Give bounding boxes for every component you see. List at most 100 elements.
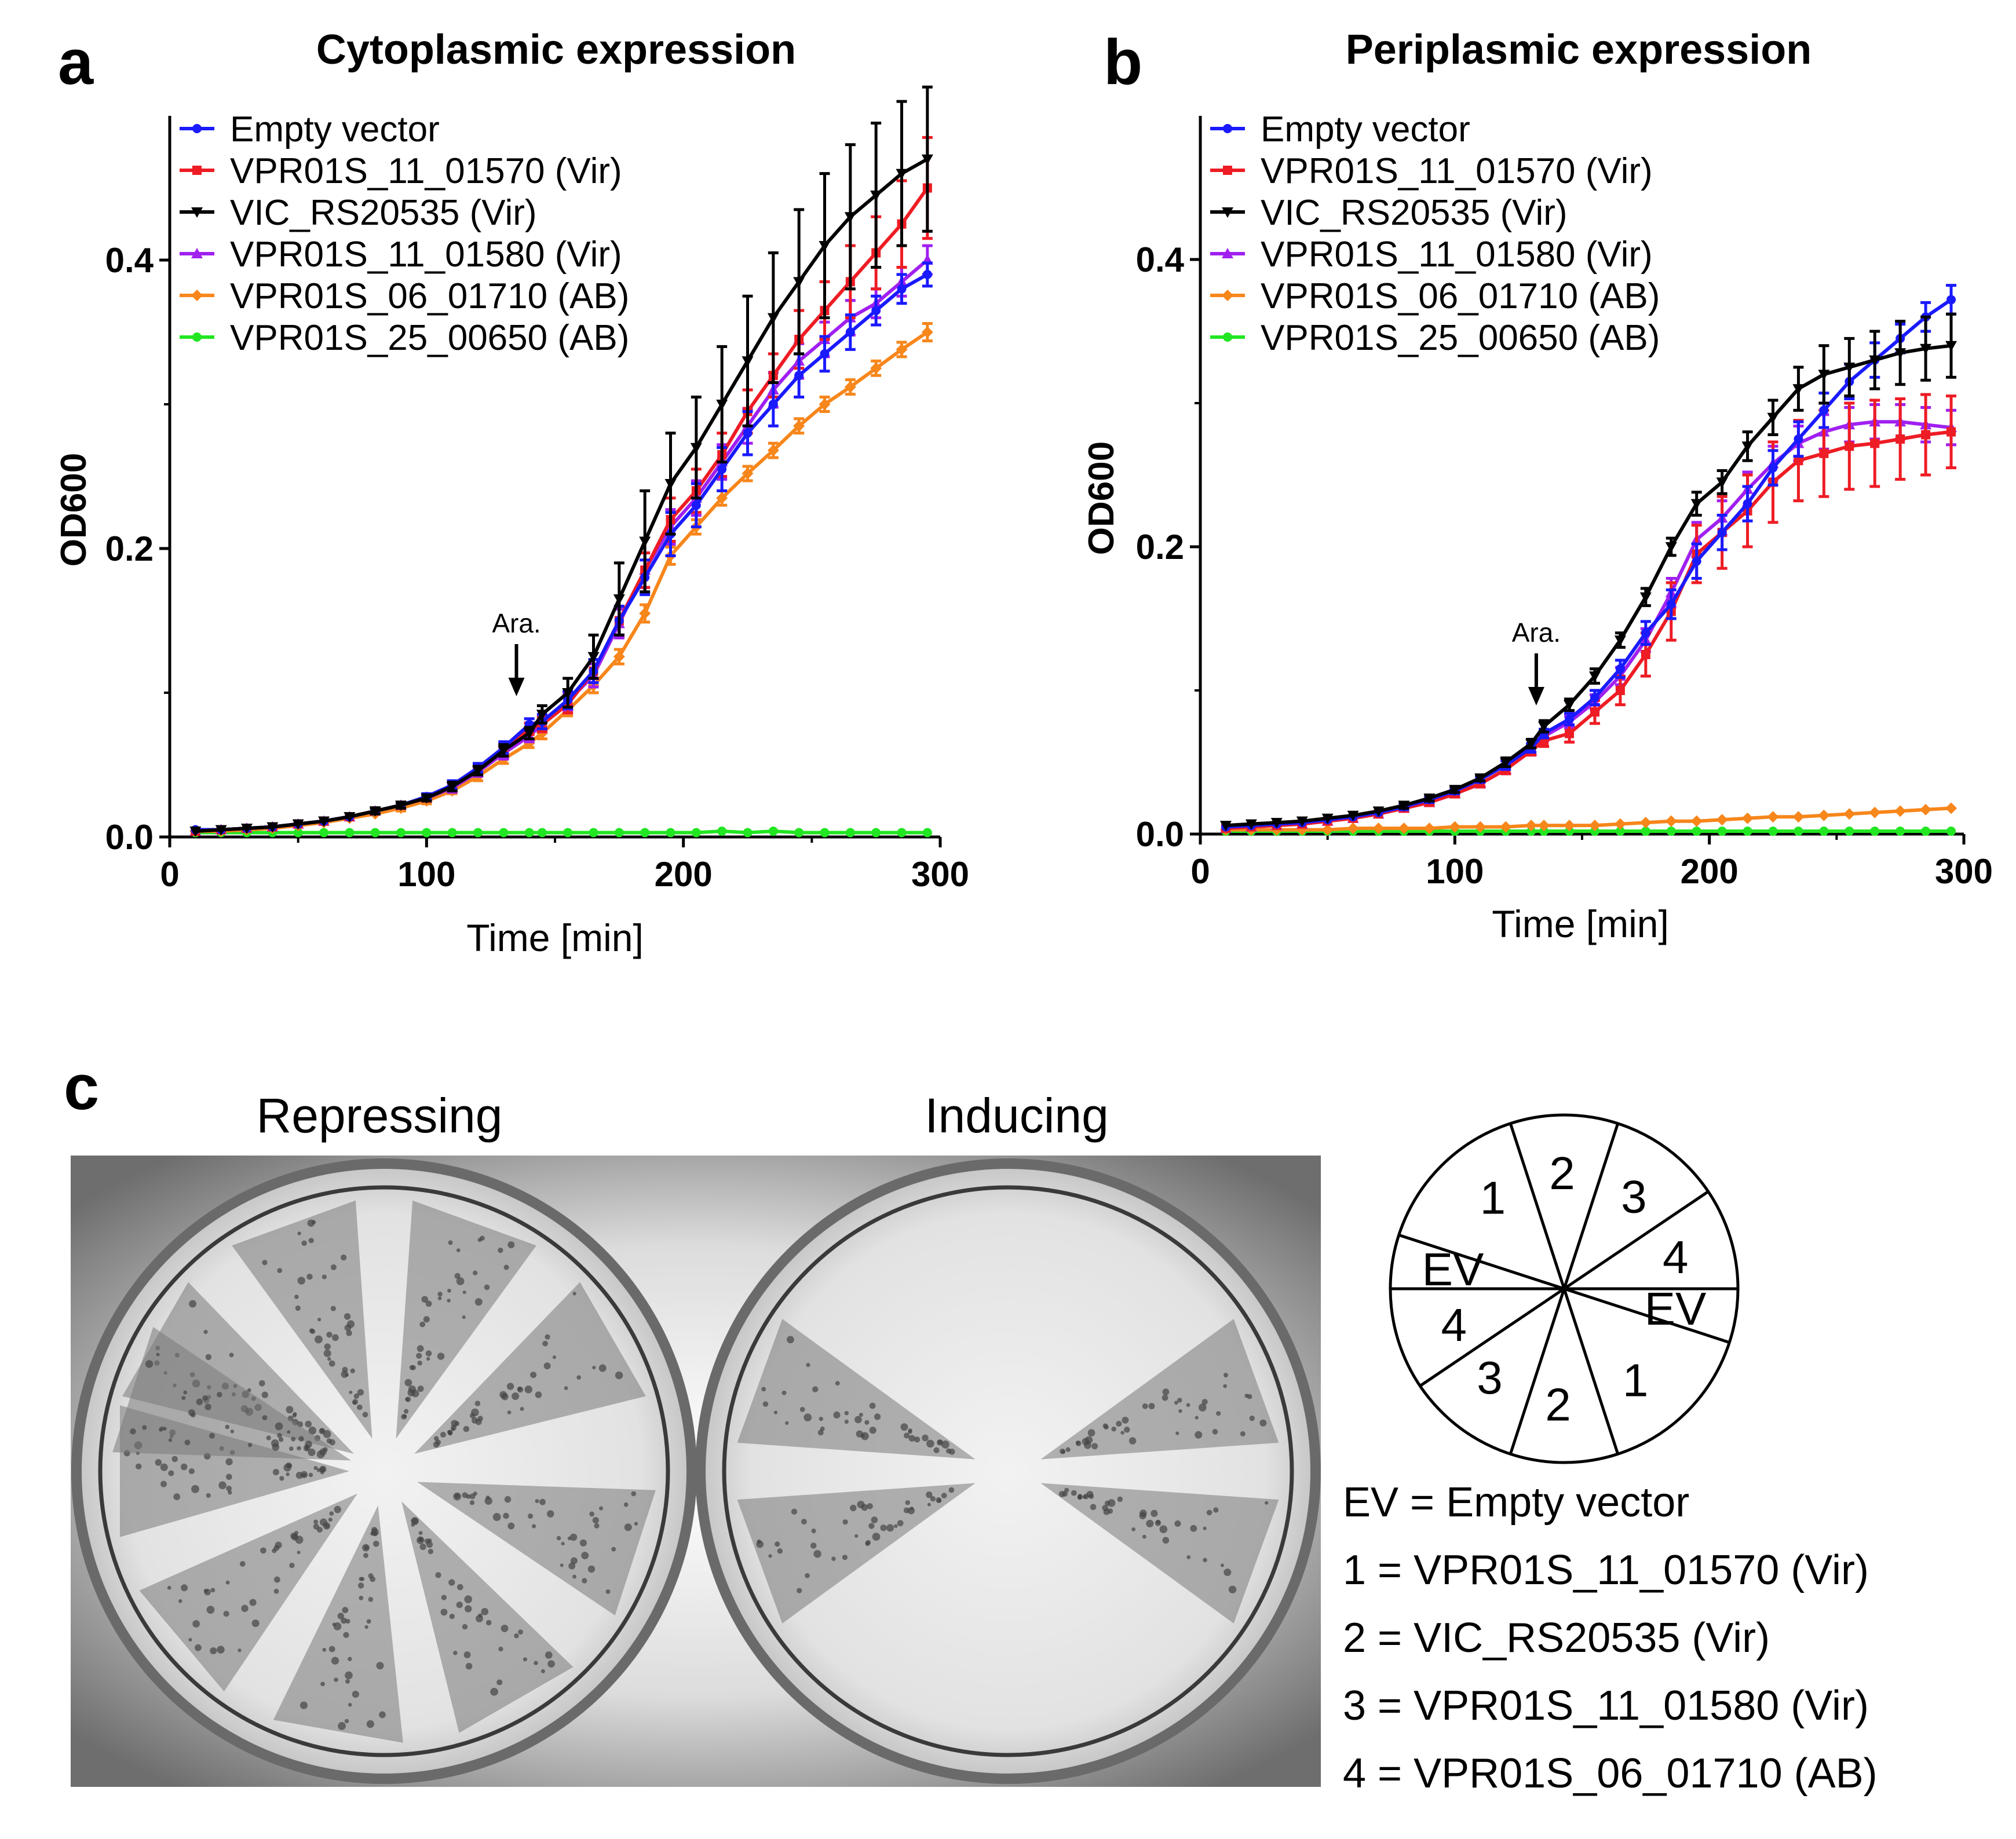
data-point [472, 766, 484, 777]
colony-dot [293, 1412, 297, 1416]
inducing-plate-title: Inducing [925, 1088, 1109, 1143]
data-point [1474, 821, 1487, 833]
colony-dot [297, 1551, 301, 1555]
data-point [1525, 738, 1537, 750]
data-point [1819, 827, 1829, 836]
colony-dot [894, 1524, 898, 1529]
colony-dot [225, 1424, 230, 1429]
colony-dot [546, 1510, 554, 1518]
data-point [1946, 295, 1956, 305]
colony-dot [273, 1545, 280, 1551]
colony-dot [210, 1647, 217, 1655]
data-point [1743, 499, 1752, 509]
colony-dot [1084, 1436, 1093, 1444]
data-point [1767, 412, 1779, 423]
colony-dot [447, 1288, 451, 1293]
colony-dot [926, 1491, 933, 1498]
data-point [1717, 528, 1727, 538]
panel-b-x-tick-label: 100 [1426, 852, 1484, 891]
data-point [1690, 499, 1703, 510]
colony-dot [599, 1506, 603, 1511]
panel-b-y-axis-label: OD600 [1082, 441, 1122, 555]
data-point [562, 688, 574, 699]
data-point [768, 400, 778, 409]
colony-dot [904, 1432, 910, 1439]
colony-dot [437, 1296, 442, 1300]
colony-dot [289, 1563, 295, 1569]
colony-dot [812, 1386, 819, 1392]
colony-dot [523, 1657, 528, 1662]
colony-dot [160, 1480, 167, 1487]
colony-dot [426, 1357, 430, 1361]
colony-dot [329, 1439, 335, 1446]
colony-dot [922, 1434, 929, 1442]
colony-dot [334, 1505, 341, 1513]
colony-dot [359, 1596, 364, 1600]
colony-dot [478, 1613, 483, 1618]
colony-dot [290, 1533, 297, 1540]
legend-marker [1223, 166, 1232, 175]
data-point [1538, 722, 1550, 732]
colony-dot [441, 1595, 447, 1600]
colony-dot [1186, 1555, 1191, 1559]
data-point [819, 398, 831, 410]
colony-dot [1083, 1493, 1089, 1500]
colony-dot [1186, 1403, 1190, 1407]
legend-marker [1222, 248, 1233, 258]
data-point [1743, 827, 1752, 836]
panel-a-plot-area: 0 100 200 300 0.0 0.2 0.4 Ara. [105, 85, 969, 894]
data-point [1398, 800, 1410, 811]
data-point [640, 828, 650, 838]
colony-dot [948, 1487, 955, 1493]
colony-dot [587, 1565, 596, 1573]
colony-dot [865, 1540, 871, 1545]
colony-dot [433, 1441, 440, 1448]
data-point [396, 828, 406, 838]
data-point [318, 816, 330, 827]
colony-dot [1155, 1520, 1162, 1526]
colony-dot [462, 1315, 466, 1319]
data-point [1614, 635, 1626, 646]
colony-dot [1131, 1527, 1136, 1531]
colony-dot [286, 1472, 290, 1476]
data-point [1219, 821, 1232, 832]
colony-dot [291, 1436, 296, 1442]
colony-dot [425, 1300, 432, 1307]
sector-label: 4 [1663, 1231, 1689, 1283]
colony-dot [260, 1547, 266, 1554]
key-line-4: 4 = VPR01S_06_01710 (AB) [1343, 1750, 1878, 1797]
colony-dot [130, 1428, 136, 1435]
series-line [1225, 420, 1952, 831]
colony-dot [249, 1599, 257, 1606]
data-point [1372, 822, 1385, 835]
colony-dot [228, 1490, 232, 1495]
colony-dot [592, 1517, 599, 1524]
data-point [793, 277, 805, 288]
data-point [1641, 650, 1650, 659]
colony-dot [350, 1368, 355, 1374]
colony-dot [1203, 1526, 1207, 1530]
data-point [1717, 827, 1727, 836]
colony-dot [910, 1507, 914, 1511]
colony-dot [320, 1428, 325, 1433]
colony-dot [835, 1381, 840, 1386]
legend-label: VPR01S_11_01570 (Vir) [1261, 151, 1653, 191]
colony-dot [869, 1402, 876, 1409]
colony-dot [572, 1292, 576, 1296]
colony-dot [181, 1396, 186, 1401]
colony-dot [594, 1523, 600, 1529]
colony-dot [332, 1622, 336, 1626]
colony-dot [411, 1517, 419, 1525]
colony-dot [1078, 1496, 1082, 1500]
data-point [1819, 405, 1829, 415]
colony-dot [1117, 1496, 1123, 1502]
colony-dot [498, 1247, 503, 1253]
data-point [742, 467, 754, 480]
colony-dot [861, 1504, 868, 1511]
colony-dot [346, 1330, 352, 1336]
colony-dot [1061, 1450, 1066, 1454]
colony-dot [417, 1360, 422, 1366]
colony-dot [226, 1474, 232, 1480]
